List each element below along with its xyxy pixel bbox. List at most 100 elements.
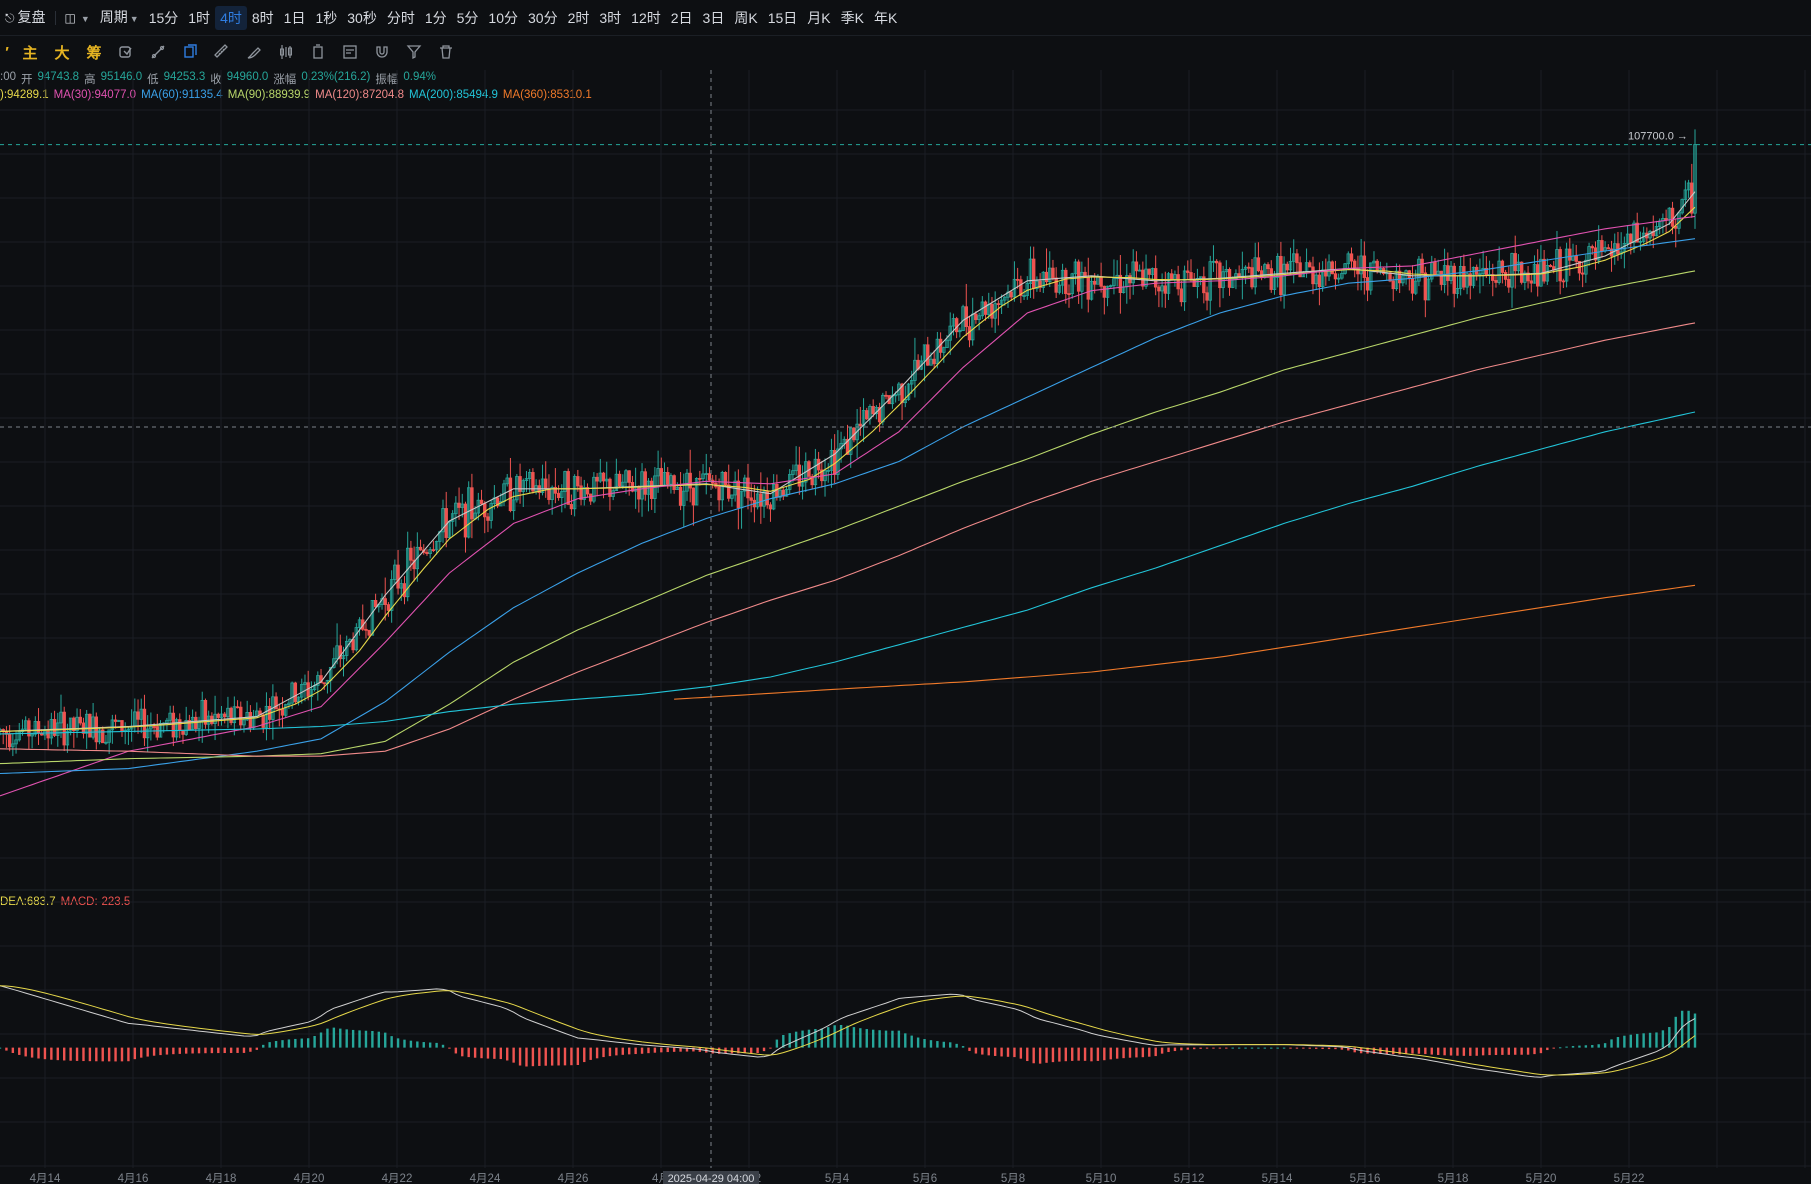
period-10m[interactable]: 10分 bbox=[483, 6, 523, 30]
candle-body bbox=[666, 472, 670, 485]
period-3d[interactable]: 3日 bbox=[698, 6, 730, 30]
copy-button[interactable] bbox=[174, 37, 206, 67]
high-label: 高 bbox=[84, 74, 96, 86]
macd-bar bbox=[1334, 1047, 1337, 1050]
macd-bar bbox=[878, 1030, 881, 1048]
replace-icon bbox=[119, 46, 132, 58]
period-2h[interactable]: 2时 bbox=[563, 6, 595, 30]
period-3h[interactable]: 3时 bbox=[594, 6, 626, 30]
macd-bar bbox=[1520, 1047, 1523, 1055]
period-timeline[interactable]: 分时 bbox=[382, 6, 420, 30]
macd-bar bbox=[396, 1038, 400, 1048]
period-timeline-label: 分时 bbox=[386, 9, 415, 26]
period-quarter[interactable]: 季K bbox=[836, 6, 869, 30]
candle-body bbox=[383, 598, 387, 606]
macd-bar bbox=[364, 1030, 368, 1048]
replay-button[interactable]: ⎋ 复盘 bbox=[0, 5, 51, 30]
period-12h[interactable]: 12时 bbox=[626, 6, 666, 30]
candle-body bbox=[810, 476, 814, 486]
macd-bar bbox=[595, 1047, 599, 1059]
ruler-button[interactable] bbox=[206, 37, 238, 67]
large-order-button[interactable]: 大 bbox=[54, 44, 70, 62]
period-week[interactable]: 周K bbox=[729, 6, 762, 30]
candle-body bbox=[367, 629, 371, 636]
replace-button[interactable] bbox=[110, 37, 142, 67]
macd-bar bbox=[1539, 1047, 1543, 1054]
candle-body bbox=[1346, 253, 1350, 265]
candle-body bbox=[1051, 267, 1055, 279]
close-label: 收 bbox=[210, 74, 222, 86]
candle-body bbox=[826, 469, 830, 472]
macd-bar bbox=[621, 1047, 624, 1055]
candle-body bbox=[871, 406, 875, 415]
delete-button[interactable] bbox=[302, 37, 334, 67]
candle-body bbox=[110, 719, 115, 731]
period-5m[interactable]: 5分 bbox=[452, 6, 484, 30]
period-30m[interactable]: 30分 bbox=[523, 6, 563, 30]
period-1h[interactable]: 1时 bbox=[183, 6, 215, 30]
line-tool-button[interactable] bbox=[142, 37, 174, 67]
macd-bar bbox=[531, 1047, 535, 1067]
period-2d[interactable]: 2日 bbox=[666, 6, 698, 30]
trash-button[interactable] bbox=[430, 37, 462, 67]
period-4h[interactable]: 4时 bbox=[215, 5, 247, 30]
candle-body bbox=[1526, 272, 1530, 282]
candle-body bbox=[1548, 265, 1553, 268]
macd-bar bbox=[891, 1030, 894, 1048]
candle-body bbox=[322, 682, 326, 685]
macd-bar bbox=[807, 1029, 811, 1048]
chevron-down-icon: ▼ bbox=[129, 13, 139, 24]
macd-bar bbox=[1501, 1047, 1504, 1055]
macd-bar bbox=[602, 1047, 605, 1058]
macd-bar bbox=[1295, 1047, 1299, 1049]
macd-bar bbox=[1603, 1043, 1607, 1048]
period-menu[interactable]: 周期 ▼ bbox=[95, 5, 144, 31]
macd-bar bbox=[762, 1047, 766, 1052]
candle-body bbox=[94, 716, 99, 743]
macd-bar bbox=[1019, 1047, 1023, 1059]
period-15m[interactable]: 15分 bbox=[144, 6, 184, 30]
candle-body bbox=[190, 716, 195, 731]
candle-body bbox=[1497, 260, 1501, 283]
period-30s[interactable]: 30秒 bbox=[342, 6, 382, 30]
candle-body bbox=[65, 730, 70, 746]
brush-button[interactable] bbox=[238, 37, 270, 67]
candle-body bbox=[688, 472, 692, 489]
chip-distribution-button[interactable]: 筹 bbox=[86, 44, 102, 62]
candle-body bbox=[1054, 277, 1058, 293]
macd-bar bbox=[88, 1047, 92, 1062]
period-1d[interactable]: 1日 bbox=[279, 6, 311, 30]
magnet-button[interactable] bbox=[366, 37, 398, 67]
candle-body bbox=[1153, 268, 1158, 288]
period-year[interactable]: 年K bbox=[869, 6, 902, 30]
ma30-line bbox=[0, 215, 1696, 797]
candle-body bbox=[511, 499, 516, 512]
period-month[interactable]: 月K bbox=[802, 6, 835, 30]
chart-type-button[interactable]: ◫ ▼ bbox=[60, 5, 95, 31]
candle-button[interactable] bbox=[270, 37, 302, 67]
main-indicator-button[interactable]: 主 bbox=[22, 44, 38, 62]
candle-body bbox=[264, 705, 269, 728]
period-1m[interactable]: 1分 bbox=[420, 6, 452, 30]
candle-body bbox=[858, 423, 863, 427]
macd-bar bbox=[833, 1025, 836, 1048]
note-button[interactable] bbox=[334, 37, 366, 67]
macd-bar bbox=[1199, 1047, 1202, 1049]
filter-button[interactable] bbox=[398, 37, 430, 67]
period-15d[interactable]: 15日 bbox=[763, 6, 803, 30]
candle-body bbox=[1455, 288, 1460, 294]
macd-bar bbox=[1449, 1047, 1453, 1056]
candle-body bbox=[399, 583, 403, 589]
macd-bar bbox=[1546, 1047, 1549, 1051]
candle-body bbox=[1311, 266, 1315, 285]
period-1s[interactable]: 1秒 bbox=[310, 6, 342, 30]
candle-body bbox=[1452, 265, 1456, 294]
price-tag: 107700.0 → bbox=[1628, 131, 1688, 143]
x-tick-label: 5月4 bbox=[825, 1173, 850, 1184]
candle-body bbox=[309, 689, 314, 697]
period-8h[interactable]: 8时 bbox=[247, 6, 279, 30]
macd-bar bbox=[416, 1041, 419, 1048]
candle-body bbox=[335, 645, 339, 660]
candles bbox=[0, 129, 1697, 757]
